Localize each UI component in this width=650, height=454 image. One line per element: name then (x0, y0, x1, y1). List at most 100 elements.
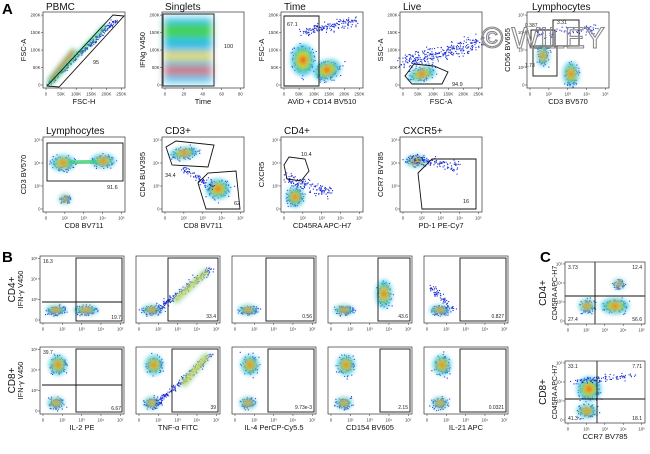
event-dot (410, 54, 412, 56)
event-dot (73, 158, 75, 160)
event-dot (207, 273, 209, 275)
event-dot (346, 19, 348, 21)
event-dot (433, 57, 435, 59)
y-axis-label: CD3 BV570 (19, 155, 28, 195)
event-dot (443, 50, 445, 52)
event-dot (352, 21, 354, 23)
event-dot (430, 290, 432, 292)
event-dot (412, 62, 414, 64)
event-dot (82, 304, 84, 306)
event-dot (434, 161, 436, 163)
event-dot (413, 60, 415, 62)
event-dot (430, 164, 432, 166)
event-dot (449, 49, 451, 51)
event-dot (163, 304, 165, 306)
event-dot (542, 32, 544, 34)
event-dot (228, 195, 230, 197)
event-dot (146, 315, 148, 317)
event-dot (439, 292, 441, 294)
event-dot (403, 63, 405, 65)
event-dot (110, 19, 112, 21)
event-dot (426, 157, 428, 159)
event-dot (457, 53, 459, 55)
event-dot (350, 21, 352, 23)
event-dot (342, 20, 344, 22)
event-dot (172, 295, 174, 297)
event-dot (309, 33, 311, 35)
event-dot (207, 177, 209, 179)
y-tick-label: 10⁴ (31, 277, 38, 282)
event-dot (434, 295, 436, 297)
event-dot (90, 44, 92, 46)
x-tick-label: 250K (116, 92, 126, 97)
event-dot (597, 28, 599, 30)
event-dot (188, 171, 190, 173)
event-dot (63, 171, 65, 173)
event-dot (308, 29, 310, 31)
event-dot (67, 66, 69, 68)
event-dot (331, 28, 333, 30)
event-dot (443, 301, 445, 303)
event-dot (164, 307, 166, 309)
event-dot (169, 296, 171, 298)
event-dot (86, 47, 88, 49)
event-dot (436, 295, 438, 297)
event-dot (573, 27, 575, 29)
event-dot (449, 46, 451, 48)
y-tick-label: 0 (38, 207, 41, 212)
event-dot (392, 294, 394, 296)
event-dot (438, 52, 440, 54)
event-dot (293, 48, 295, 50)
event-dot (109, 21, 111, 23)
event-dot (162, 301, 164, 303)
x-tick-label: 10⁴ (337, 216, 344, 221)
event-dot (446, 49, 448, 51)
event-dot (442, 53, 444, 55)
density-level (61, 161, 65, 165)
event-dot (444, 168, 446, 170)
plot-frame (231, 255, 317, 324)
event-dot (412, 69, 414, 71)
event-dot (344, 61, 346, 63)
y-tick-label: 10⁴ (272, 161, 279, 166)
event-dot (190, 173, 192, 175)
event-dot (404, 57, 406, 59)
event-dot (299, 178, 301, 180)
event-dot (331, 23, 333, 25)
event-dot (314, 193, 316, 195)
y-tick-label: 50K (33, 65, 41, 70)
event-dot (340, 75, 342, 77)
event-dot (414, 51, 416, 53)
event-dot (432, 159, 434, 161)
event-dot (450, 52, 452, 54)
event-dot (430, 54, 432, 56)
event-dot (458, 42, 460, 44)
event-dot (440, 299, 442, 301)
event-dot (109, 26, 111, 28)
x-tick-label: 50K (57, 92, 65, 97)
event-dot (324, 186, 326, 188)
event-dot (434, 314, 436, 316)
density-streak (47, 48, 77, 84)
event-dot (353, 19, 355, 21)
event-dot (432, 54, 434, 56)
panel-label-c: C (540, 249, 551, 266)
event-dot (323, 27, 325, 29)
event-dot (172, 301, 174, 303)
event-dot (411, 155, 413, 157)
event-dot (413, 62, 415, 64)
event-dot (484, 44, 486, 46)
event-dot (200, 181, 202, 183)
event-dot (443, 298, 445, 300)
event-dot (475, 42, 477, 44)
event-dot (301, 187, 303, 189)
density-core (537, 46, 549, 66)
event-dot (400, 64, 402, 66)
x-tick-label: 10³ (565, 92, 572, 97)
event-dot (447, 306, 449, 308)
event-dot (561, 30, 563, 32)
event-dot (426, 56, 428, 58)
event-dot (463, 53, 465, 55)
gate-time (283, 15, 320, 87)
